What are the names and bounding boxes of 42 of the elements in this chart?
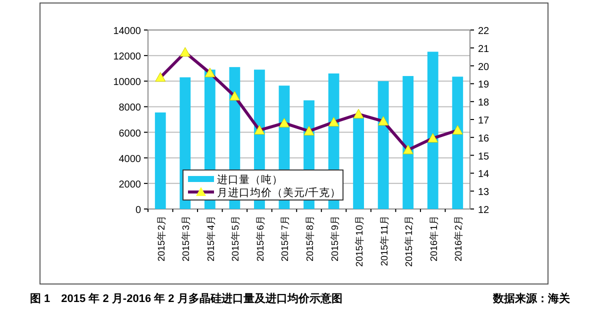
x-tick-label: 2016年1月 [428, 215, 440, 262]
legend-label: 月进口均价（美元/千克） [217, 186, 341, 199]
y-tick-label: 10000 [113, 77, 142, 88]
y2-tick-label: 21 [478, 44, 490, 55]
y2-tick-label: 16 [478, 133, 490, 144]
bar [353, 116, 364, 209]
text: 图 1 2015 年 2 月-2016 年 2 月多晶硅进口量及进口均价示意图 [30, 292, 342, 305]
x-tick-label: 2015年11月 [378, 215, 390, 266]
y2-tick-label: 22 [478, 26, 490, 37]
x-tick-label: 2015年7月 [279, 215, 292, 262]
y2-tick-label: 15 [478, 151, 490, 162]
x-tick-label: 2015年9月 [328, 215, 341, 262]
legend-label: 进口量（吨） [217, 173, 283, 186]
y2-tick-label: 18 [478, 98, 490, 109]
x-tick-label: 2015年4月 [204, 215, 217, 262]
bar [378, 81, 389, 209]
y-tick-label: 6000 [118, 128, 142, 140]
x-tick-label: 2015年10月 [354, 215, 366, 267]
y-tick-label: 4000 [118, 154, 142, 165]
y2-tick-label: 13 [478, 187, 490, 198]
x-tick-label: 2015年8月 [304, 215, 316, 262]
y2-tick-label: 20 [478, 62, 490, 73]
bar [427, 52, 438, 209]
bar [402, 76, 414, 209]
y-tick-label: 14000 [113, 26, 142, 37]
y2-tick-label: 19 [478, 80, 490, 91]
y2-tick-label: 17 [478, 116, 490, 126]
x-tick-label: 2015年12月 [403, 215, 416, 267]
y-tick-label: 8000 [118, 102, 142, 114]
y2-tick-label: 14 [478, 169, 490, 180]
x-tick-label: 2016年2月 [452, 215, 465, 262]
source-note: 数据来源：海关 [492, 292, 571, 305]
bar [154, 112, 166, 209]
x-tick-label: 2015年3月 [180, 215, 192, 262]
x-tick-label: 2015年6月 [254, 215, 266, 262]
bar [452, 76, 464, 209]
y2-tick-label: 12 [478, 205, 490, 216]
y-tick-label: 12000 [113, 52, 142, 63]
y-tick-label: 2000 [118, 179, 142, 190]
x-tick-label: 2015年2月 [155, 215, 168, 262]
x-tick-label: 2015年5月 [230, 215, 242, 262]
y-tick-label: 0 [135, 205, 142, 216]
